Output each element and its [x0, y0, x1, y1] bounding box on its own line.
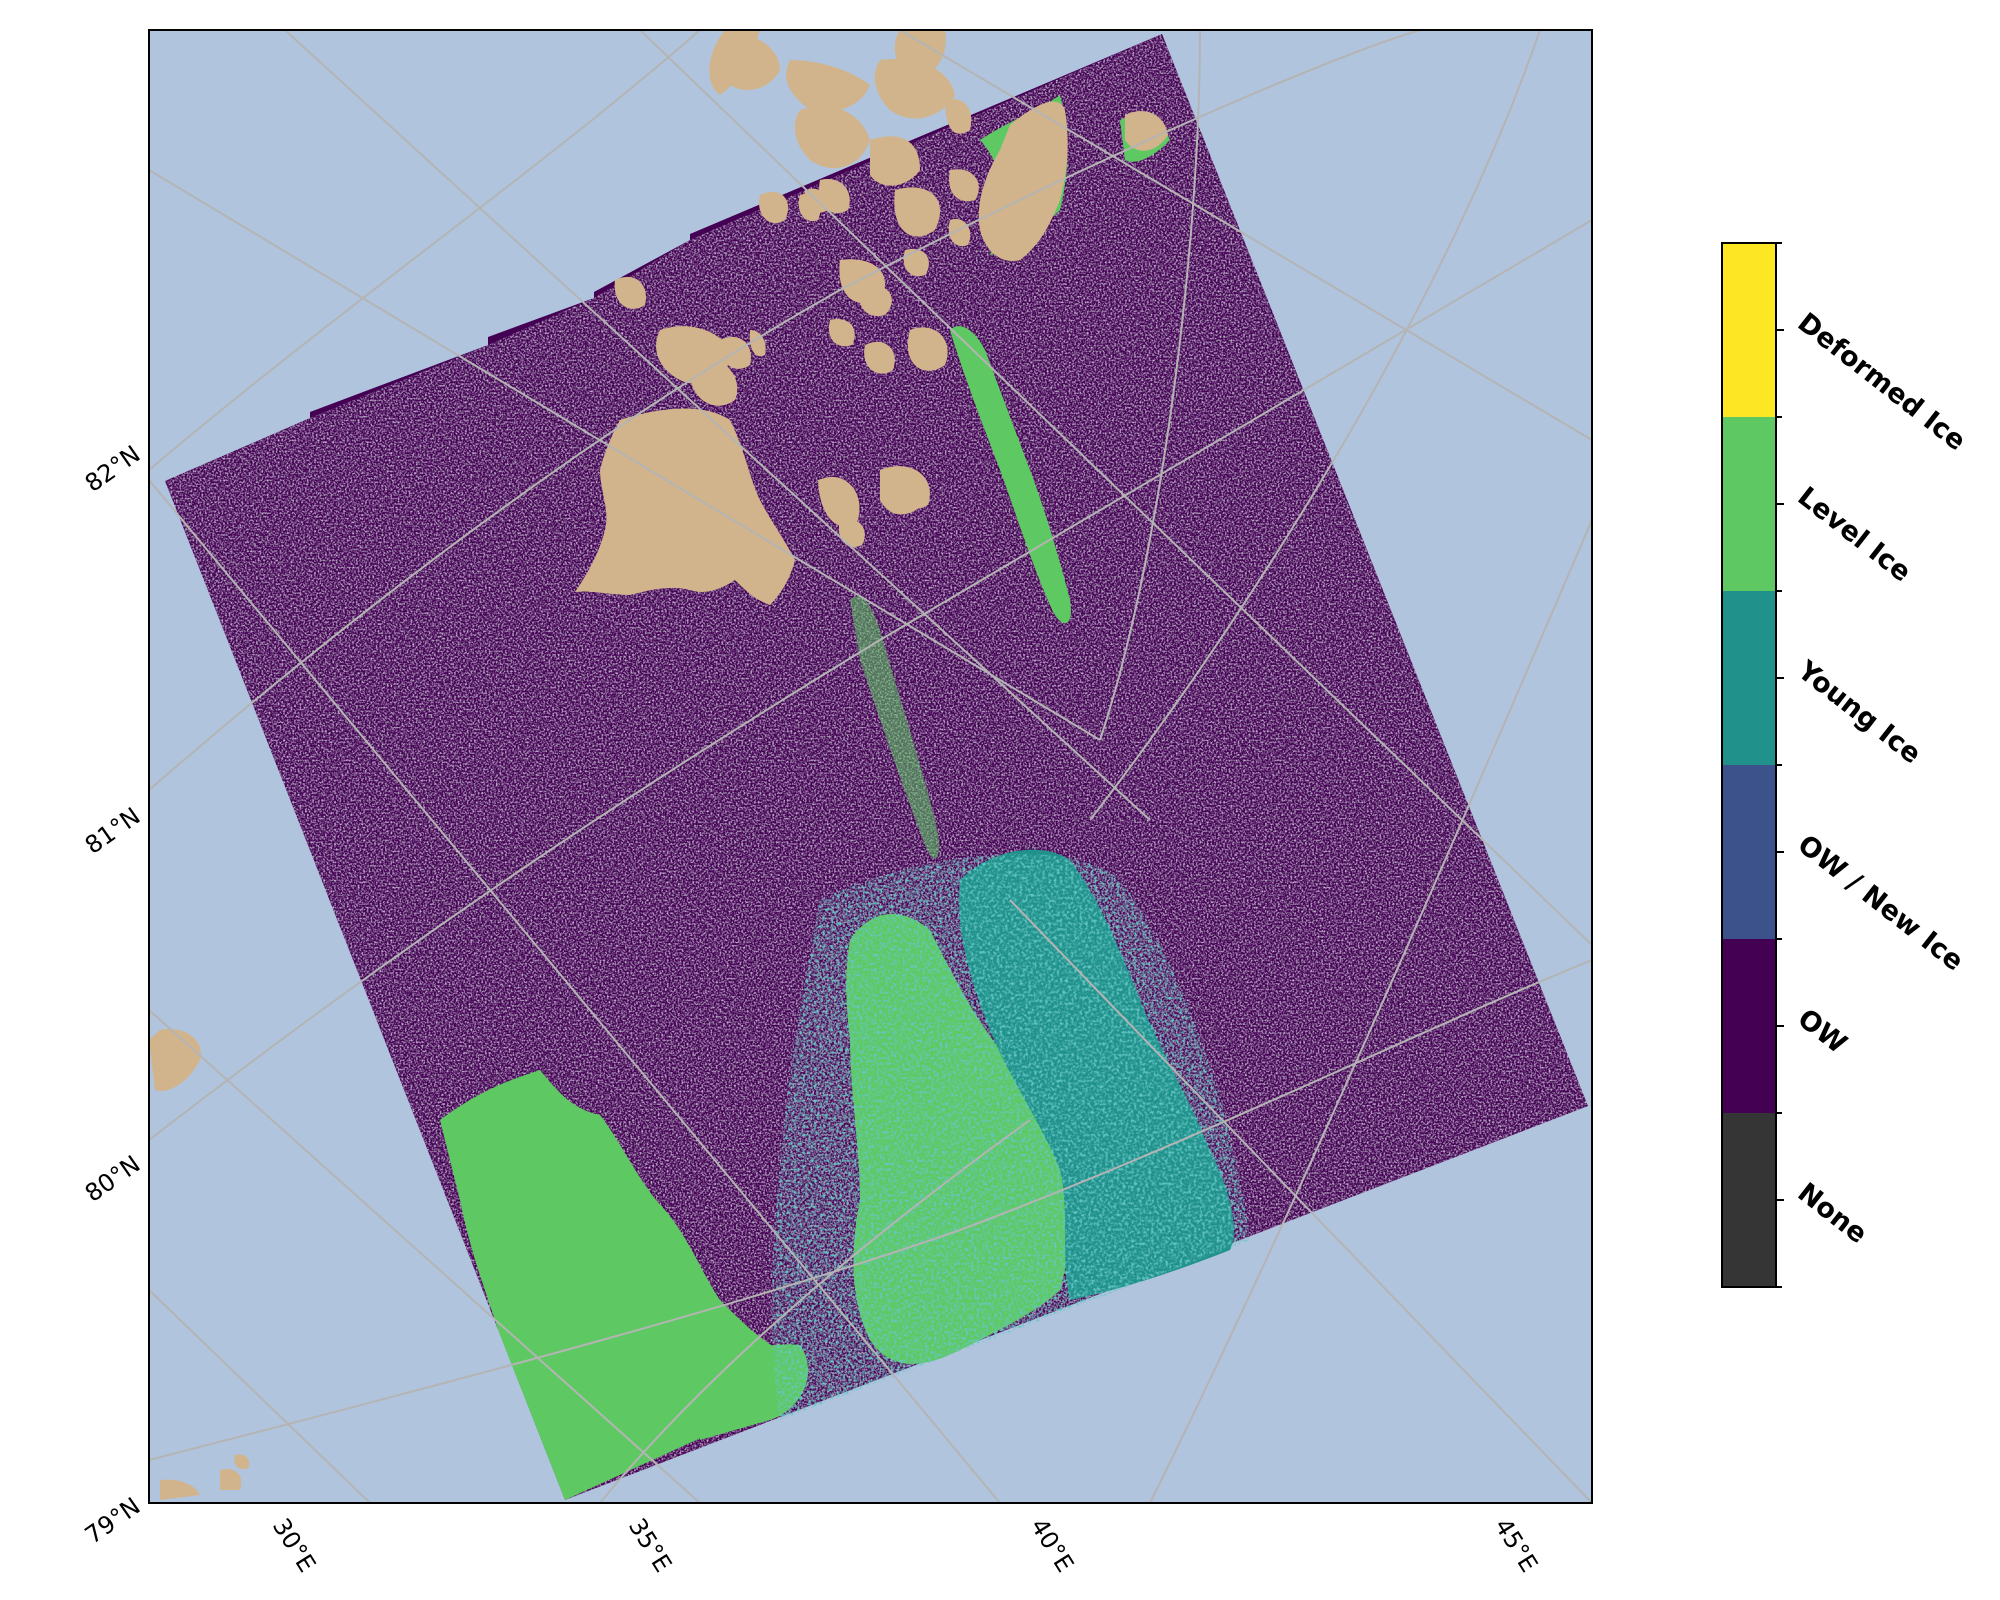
land-island [903, 249, 929, 277]
lat-label-80: 80°N [80, 1150, 146, 1208]
land-island [890, 476, 930, 509]
colorbar-swatch [1722, 417, 1776, 591]
land-island [160, 1479, 200, 1500]
young-ice-speckle [772, 853, 1250, 1420]
lat-label-81: 81°N [80, 802, 146, 860]
parallel-line [149, 30, 1421, 791]
graticule-curve [1089, 30, 1541, 821]
land-island [864, 341, 895, 374]
parallel-line [149, 959, 1592, 1461]
lat-label-79: 79°N [80, 1492, 146, 1550]
land-island [874, 59, 955, 119]
land-island [794, 106, 870, 169]
colorbar-swatch [1722, 243, 1776, 417]
land-island [858, 284, 892, 317]
level-ice-streak-north [950, 326, 1071, 624]
colorbar-label: OW [1792, 1003, 1853, 1060]
ice-regions [440, 95, 1250, 1500]
parallel-line [149, 30, 701, 471]
map-panel [149, 30, 1592, 1503]
colorbar-legend: Deformed Ice Level Ice Young Ice OW / New I… [1721, 242, 1972, 1288]
land-island-large-northeast [978, 101, 1068, 261]
land-island [818, 477, 860, 527]
meridian-line [284, 30, 1151, 821]
meridian-line [1009, 899, 1592, 1503]
land-island [614, 276, 646, 309]
meridian-line [149, 479, 1001, 1503]
land-island [234, 1454, 250, 1470]
latitude-labels: 79°N 80°N 81°N 82°N [80, 440, 146, 1550]
meridian-line [149, 169, 1101, 741]
graticule-curve [1149, 519, 1592, 1503]
level-ice-region-southwest [440, 1070, 783, 1500]
colorbar-frame [1721, 242, 1777, 1288]
meridian-line [149, 1009, 701, 1503]
map-frame [148, 29, 1593, 1504]
colorbar-swatch [1722, 765, 1776, 939]
land-island [709, 30, 760, 95]
lon-label-45: 45°E [1489, 1513, 1543, 1577]
colorbar-label: Level Ice [1792, 481, 1917, 588]
land-island [907, 327, 948, 371]
lon-label-30: 30°E [267, 1513, 321, 1577]
graticule-curve [1099, 30, 1201, 741]
land-island [759, 191, 789, 224]
colorbar-label: None [1792, 1177, 1873, 1250]
lon-label-35: 35°E [623, 1513, 677, 1577]
land-island [220, 1469, 242, 1490]
colorbar-label: Deformed Ice [1792, 307, 1972, 457]
graticule-curve [599, 1119, 1031, 1503]
land-island [786, 60, 870, 112]
longitude-labels: 30°E 35°E 40°E 45°E [267, 1513, 1543, 1577]
colorbar-label: OW / New Ice [1792, 829, 1969, 977]
lon-label-40: 40°E [1025, 1513, 1079, 1577]
land-island [949, 169, 979, 202]
lat-label-82: 82°N [80, 440, 146, 498]
colorbar-swatch [1722, 591, 1776, 765]
meridian-line [639, 30, 1592, 946]
graticule [149, 30, 1592, 1503]
land-island [870, 136, 920, 186]
land-island [894, 187, 941, 237]
land-island [1125, 111, 1168, 151]
level-ice-dotted-band [850, 596, 940, 859]
meridian-line [149, 1289, 371, 1503]
meridian-line [899, 30, 1592, 441]
land-island [828, 319, 855, 347]
land-island [945, 99, 972, 134]
colorbar-label: Young Ice [1791, 654, 1927, 770]
land-island [656, 326, 735, 384]
colorbar-swatch [1722, 1113, 1776, 1287]
colorbar-swatch [1722, 939, 1776, 1113]
parallel-line [149, 219, 1592, 1141]
